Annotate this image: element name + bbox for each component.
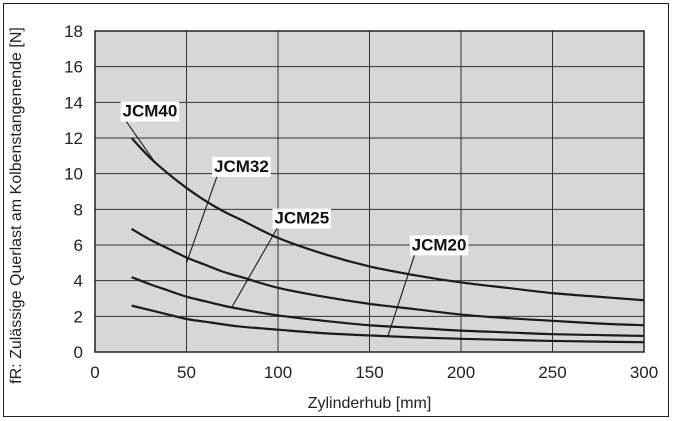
x-axis-label: Zylinderhub [mm] [308,395,432,412]
x-tick-label: 150 [355,363,383,382]
y-tick-labels: 0 2 4 6 8 10 12 14 16 18 [64,22,83,362]
grid-lines [95,31,644,352]
y-tick-label: 14 [64,93,83,112]
y-tick-label: 2 [74,307,83,326]
x-tick-label: 200 [447,363,475,382]
x-tick-labels: 0 50 100 150 200 250 300 [90,363,658,382]
x-tick-label: 300 [630,363,658,382]
y-tick-label: 10 [64,165,83,184]
series-label-background [120,101,180,122]
y-tick-label: 4 [74,272,83,291]
y-tick-label: 12 [64,129,83,148]
series-line-jcm20 [131,304,645,344]
y-tick-label: 16 [64,58,83,77]
x-tick-label: 0 [90,363,99,382]
y-tick-label: 18 [64,22,83,41]
leader-lines [125,120,416,337]
series-label-jcm25: JCM25 [274,209,329,228]
leader-line-jcm20 [387,254,416,337]
series-line-jcm25 [131,276,645,338]
leader-line-jcm25 [231,227,279,307]
plot-border [94,30,645,353]
series-labels: JCM40 JCM32 JCM25 JCM20 [120,101,469,256]
series-label-jcm40: JCM40 [122,102,177,121]
series-line-jcm32 [131,227,645,327]
leader-line-jcm32 [185,175,218,264]
y-axis-label: fR: Zulässige Querlast am Kolbenstangene… [8,27,25,384]
y-tick-label: 0 [74,343,83,362]
series-label-background [272,208,332,229]
series-line-jcm40 [130,137,645,302]
series-label-jcm32: JCM32 [214,157,269,176]
series-lines [130,137,645,344]
x-tick-label: 250 [538,363,566,382]
leader-line-jcm40 [125,120,156,164]
y-tick-label: 8 [74,200,83,219]
x-tick-label: 100 [264,363,292,382]
y-tick-label: 6 [74,236,83,255]
series-label-background [212,156,271,177]
series-label-background [409,235,469,256]
x-tick-label: 50 [177,363,196,382]
series-label-jcm20: JCM20 [412,235,467,254]
